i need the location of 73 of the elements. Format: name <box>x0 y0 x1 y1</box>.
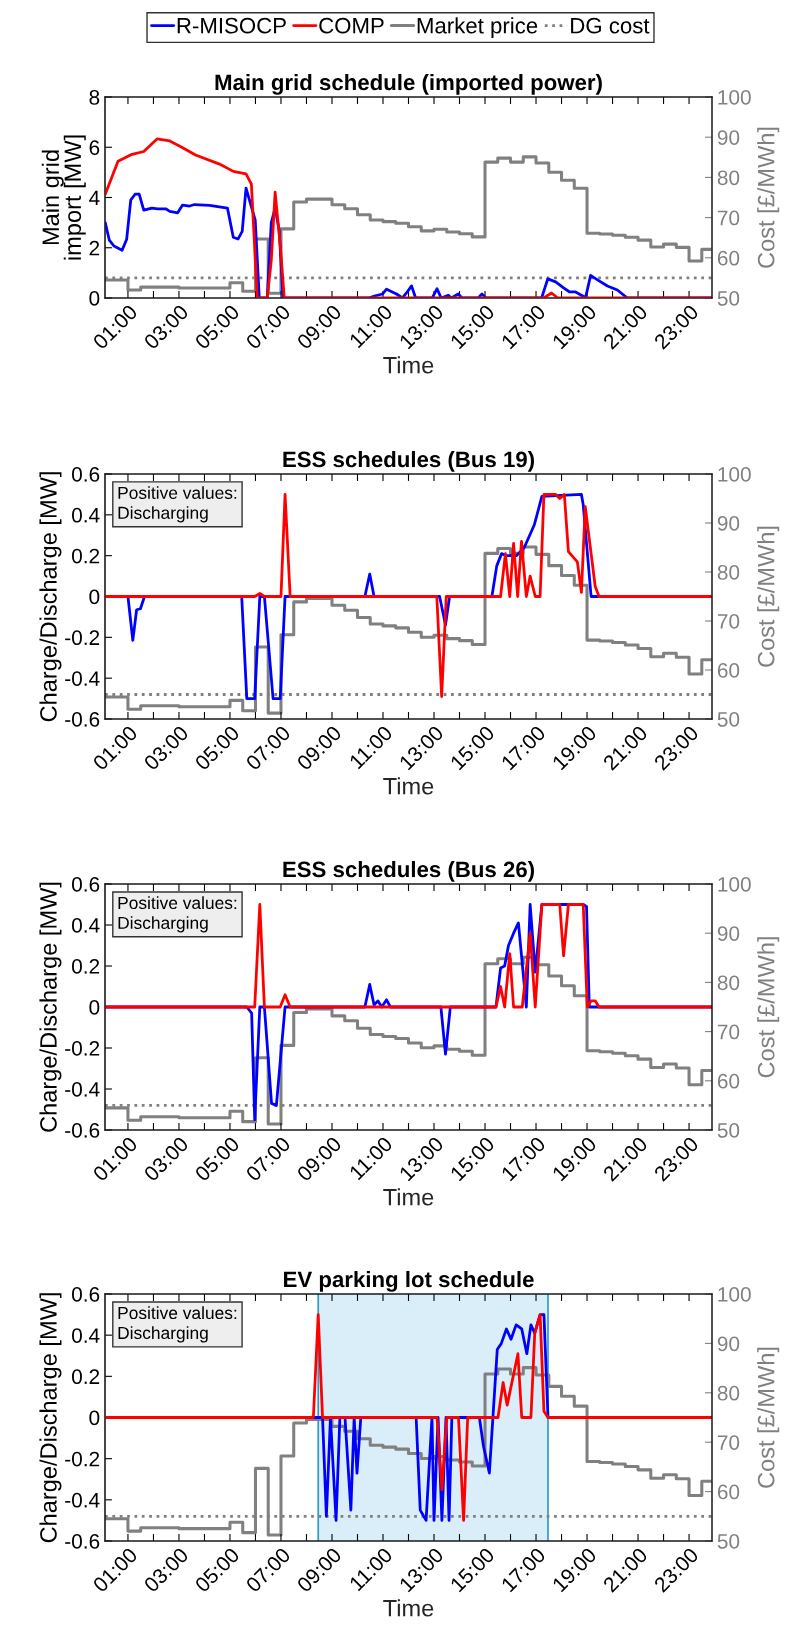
y2-tick-label: 60 <box>717 250 740 266</box>
y2-tick-label: 50 <box>717 1534 740 1549</box>
y2-tick-label: 50 <box>717 712 740 727</box>
y-tick-label: -0.6 <box>65 712 100 727</box>
y2-tick-label: 60 <box>717 1484 740 1500</box>
y-tick-label: -0.6 <box>65 1534 100 1549</box>
y-tick-label: 0.4 <box>71 507 100 523</box>
y-axis-title: Charge/Discharge [MW] <box>39 882 62 1132</box>
y-tick-label: 0 <box>89 589 100 605</box>
y2-tick-label: 50 <box>717 1123 740 1138</box>
y2-tick-label: 90 <box>717 926 740 941</box>
x-axis-title: Time <box>383 1599 434 1617</box>
y-tick-label: 0.6 <box>71 467 100 482</box>
y2-tick-label: 70 <box>717 1024 740 1040</box>
chart-title: ESS schedules (Bus 26) <box>283 860 534 882</box>
y-tick-label: -0.4 <box>65 671 100 686</box>
y-tick-label: 4 <box>89 190 100 206</box>
legend-label: R-MISOCP <box>177 17 286 34</box>
y-axis-title: Charge/Discharge [MW] <box>39 472 62 722</box>
y-tick-label: -0.4 <box>65 1082 100 1097</box>
y2-tick-label: 70 <box>717 1435 740 1450</box>
y-tick-label: 0.2 <box>71 1369 100 1385</box>
y2-tick-label: 70 <box>717 614 740 629</box>
x-axis-title: Time <box>383 777 434 795</box>
y2-tick-label: 100 <box>718 90 751 105</box>
y2-tick-label: 80 <box>717 975 740 991</box>
y2-tick-label: 100 <box>718 1287 751 1302</box>
y-axis-title: Main grid import [MW] <box>41 135 86 260</box>
y-tick-label: 0 <box>89 1000 100 1015</box>
y2-tick-label: 80 <box>717 1385 740 1401</box>
y2-tick-label: 60 <box>717 1073 740 1089</box>
y-tick-label: -0.4 <box>65 1492 100 1508</box>
x-axis-title: Time <box>383 1188 434 1206</box>
y2-tick-label: 70 <box>717 210 740 226</box>
y-tick-label: 0.4 <box>71 1328 100 1343</box>
y2-tick-label: 90 <box>717 130 740 145</box>
legend-label: DG cost <box>571 17 650 34</box>
y2-tick-label: 60 <box>717 663 740 678</box>
y-tick-label: 0.2 <box>71 548 100 564</box>
y-tick-label: 8 <box>89 90 100 105</box>
annotation: Positive values: Discharging <box>118 486 237 523</box>
chart-title: ESS schedules (Bus 19) <box>283 450 534 472</box>
y-tick-label: 6 <box>89 140 100 155</box>
legend-label: Market price <box>417 17 538 38</box>
y2-axis-title: Cost [£/MWh] <box>757 937 780 1078</box>
y-tick-label: -0.2 <box>65 630 100 646</box>
y2-tick-label: 100 <box>718 877 751 892</box>
y2-tick-label: 50 <box>717 291 740 306</box>
y2-axis-title: Cost [£/MWh] <box>757 526 780 667</box>
y-axis-title: Charge/Discharge [MW] <box>39 1293 62 1543</box>
annotation: Positive values: Discharging <box>118 1306 237 1343</box>
y-tick-label: 0.2 <box>71 959 100 974</box>
y-tick-label: 0.6 <box>71 1287 100 1302</box>
annotation: Positive values: Discharging <box>118 896 237 933</box>
y-tick-label: -0.6 <box>65 1123 100 1138</box>
y-tick-label: -0.2 <box>65 1041 100 1056</box>
y-tick-label: 2 <box>89 240 100 256</box>
y-tick-label: 0.4 <box>71 918 100 933</box>
chart-title: EV parking lot schedule <box>284 1270 534 1292</box>
y-tick-label: -0.2 <box>65 1451 100 1467</box>
y-tick-label: 0 <box>89 291 100 306</box>
y-tick-label: 0.6 <box>71 877 100 892</box>
y2-tick-label: 90 <box>717 1336 740 1352</box>
y2-tick-label: 80 <box>717 170 740 186</box>
legend-label: COMP <box>319 17 384 34</box>
y2-tick-label: 100 <box>718 467 751 482</box>
y2-axis-title: Cost [£/MWh] <box>757 127 780 268</box>
chart-title: Main grid schedule (imported power) <box>215 73 602 95</box>
y2-tick-label: 90 <box>717 516 740 531</box>
y-tick-label: 0 <box>89 1410 100 1426</box>
y2-axis-title: Cost [£/MWh] <box>757 1347 780 1488</box>
y2-tick-label: 80 <box>717 565 740 580</box>
x-axis-title: Time <box>383 356 434 374</box>
